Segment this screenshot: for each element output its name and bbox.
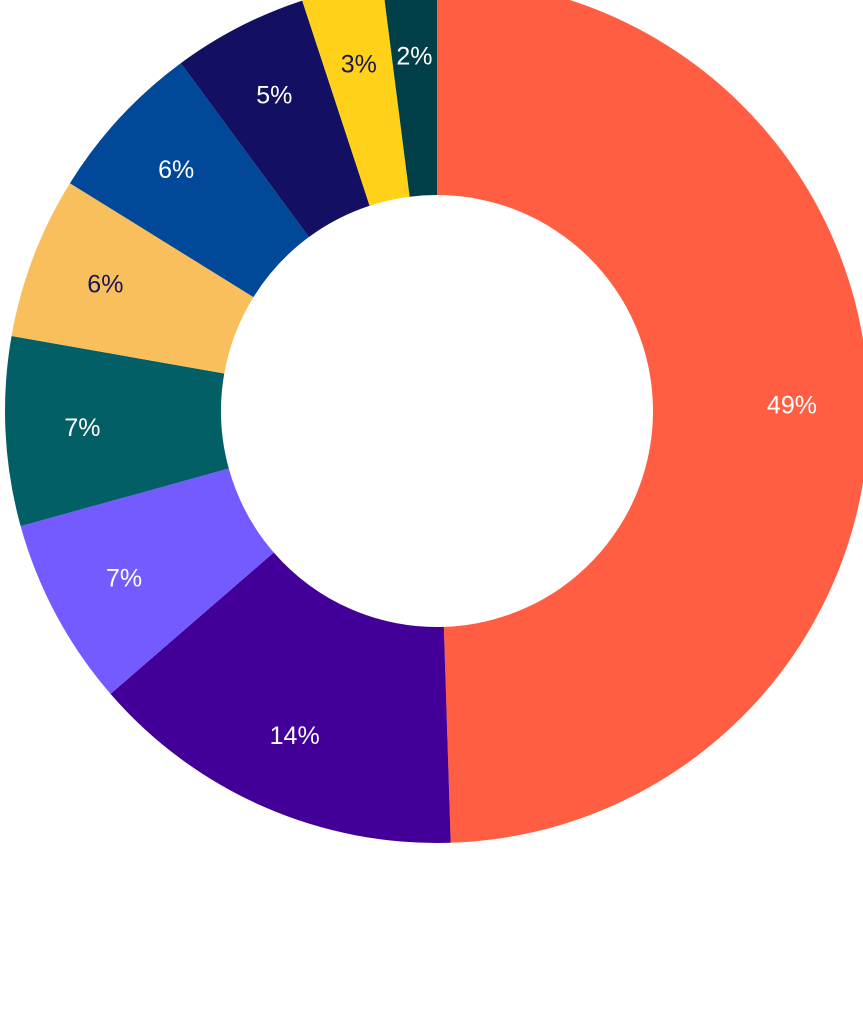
slice-label-3: 7% (106, 565, 142, 593)
donut-slice-8 (302, 0, 410, 206)
donut-slice-5 (11, 183, 254, 374)
donut-slice-3 (20, 468, 274, 694)
slices-layer (5, 0, 863, 844)
slice-label-8: 3% (341, 51, 377, 79)
slice-label-2: 14% (270, 722, 320, 750)
donut-slice-6 (69, 63, 309, 298)
donut-slice-9 (384, 0, 437, 197)
donut-slice-7 (180, 0, 370, 238)
slice-label-7: 5% (256, 81, 292, 109)
slice-label-6: 6% (158, 156, 194, 184)
donut-slice-4 (5, 335, 229, 527)
labels-layer: 49% 14% 7% 7% 6% 6% 5% 3% 2% (64, 43, 817, 751)
donut-slice-2 (110, 552, 451, 844)
donut-slice-1 (437, 0, 863, 843)
slice-label-4: 7% (64, 414, 100, 442)
slice-label-9: 2% (396, 43, 432, 71)
slice-label-1: 49% (767, 391, 817, 419)
slice-label-5: 6% (87, 270, 123, 298)
